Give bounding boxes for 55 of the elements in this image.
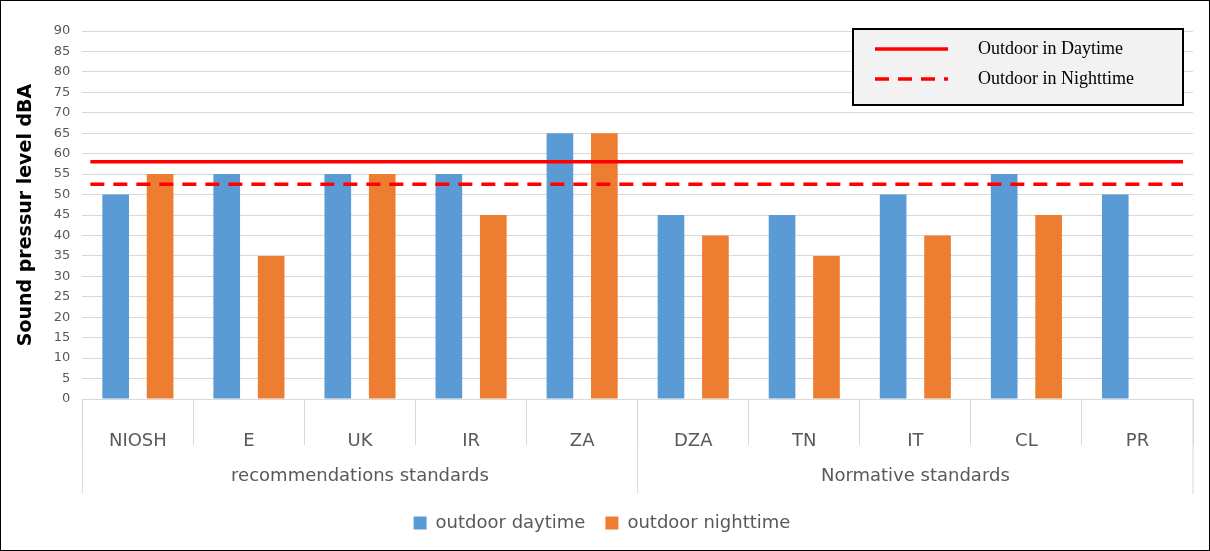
bar bbox=[768, 215, 796, 399]
x-tick-label: DZA bbox=[673, 429, 714, 451]
bar bbox=[879, 194, 907, 399]
bar bbox=[213, 174, 241, 399]
y-tick-label: 55 bbox=[53, 165, 71, 181]
y-tick-label: 0 bbox=[62, 390, 71, 406]
bar bbox=[591, 133, 618, 399]
bar bbox=[924, 235, 951, 399]
bar bbox=[1035, 215, 1062, 399]
y-tick-label: 20 bbox=[53, 308, 71, 324]
bar bbox=[257, 255, 285, 399]
y-tick-label: 50 bbox=[53, 185, 71, 201]
x-tick-label: UK bbox=[347, 429, 374, 451]
bar bbox=[435, 174, 463, 399]
y-tick-label: 35 bbox=[53, 247, 71, 263]
x-tick-label: ZA bbox=[569, 429, 596, 451]
bar bbox=[1101, 194, 1129, 399]
x-tick-label: TN bbox=[791, 429, 817, 451]
bar bbox=[479, 215, 507, 399]
legend-label: outdoor daytime bbox=[435, 510, 586, 532]
x-tick-label: IT bbox=[907, 429, 925, 451]
y-tick-label: 70 bbox=[53, 104, 71, 120]
bar bbox=[324, 174, 352, 399]
bar bbox=[102, 194, 129, 399]
bar bbox=[702, 235, 729, 399]
y-tick-label: 80 bbox=[53, 63, 71, 79]
y-tick-label: 45 bbox=[53, 206, 71, 222]
bar bbox=[146, 174, 174, 399]
x-tick-label: CL bbox=[1015, 429, 1038, 451]
text: recommendations standards bbox=[231, 463, 489, 485]
y-tick-label: 10 bbox=[53, 349, 71, 365]
legend-label: outdoor nighttime bbox=[627, 510, 791, 532]
y-tick-label: 90 bbox=[53, 22, 71, 38]
bar bbox=[368, 174, 396, 399]
legend-label: Outdoor in Nighttime bbox=[978, 67, 1134, 88]
x-tick-label: NIOSH bbox=[108, 429, 167, 451]
y-tick-label: 15 bbox=[53, 329, 71, 345]
y-tick-label: 85 bbox=[53, 42, 71, 58]
y-tick-label: 40 bbox=[53, 226, 71, 242]
y-tick-label: 65 bbox=[53, 124, 71, 140]
text: Normative standards bbox=[820, 463, 1010, 485]
bar bbox=[657, 215, 685, 399]
y-tick-label: 25 bbox=[53, 288, 71, 304]
y-tick-label: 30 bbox=[53, 267, 71, 283]
bar bbox=[546, 133, 574, 399]
legend-label: Outdoor in Daytime bbox=[978, 37, 1123, 58]
y-tick-label: 75 bbox=[53, 83, 71, 99]
x-tick-label: E bbox=[243, 429, 255, 451]
y-tick-label: 60 bbox=[53, 145, 71, 161]
x-tick-label: PR bbox=[1125, 429, 1150, 451]
y-tick-label: 5 bbox=[62, 369, 71, 385]
bar bbox=[813, 255, 840, 399]
x-tick-label: IR bbox=[462, 429, 480, 451]
bar bbox=[990, 174, 1018, 399]
y-axis-title: Sound pressur level dBA bbox=[13, 83, 36, 347]
